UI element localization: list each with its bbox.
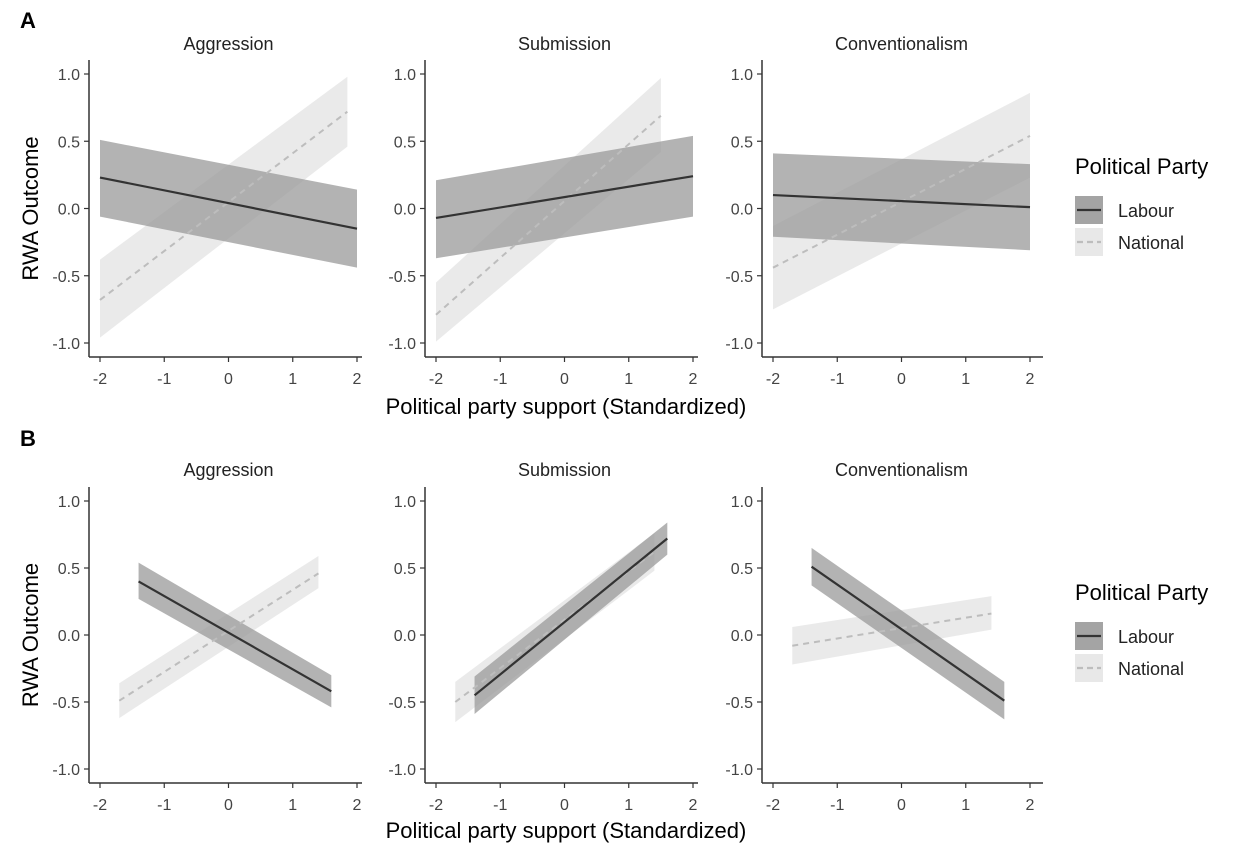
legend-label-labour: Labour <box>1118 201 1174 221</box>
y-tick-label: -1.0 <box>725 336 753 353</box>
facet-title: Submission <box>518 460 611 480</box>
legend-title: Political Party <box>1075 154 1208 179</box>
y-axis-title: RWA Outcome <box>18 136 43 280</box>
facet-title: Aggression <box>183 34 273 54</box>
y-tick-label: -0.5 <box>725 269 753 286</box>
facet-aggression: Aggression 1.0 0.5 0.0 -0.5 -1.0 -2 -1 0 1 2 <box>52 34 362 388</box>
y-tick-label: 0.0 <box>394 202 416 219</box>
y-tick-label: 0.5 <box>394 561 416 578</box>
line-labour <box>138 580 332 693</box>
x-tick-label: 0 <box>560 797 569 814</box>
x-tick-label: 0 <box>224 371 233 388</box>
x-tick-label: 1 <box>961 797 970 814</box>
line-national <box>792 612 992 647</box>
x-tick-label: 2 <box>353 371 362 388</box>
facet-aggression: Aggression 1.0 0.5 0.0 -0.5 -1.0 -2 -1 0 1 2 <box>52 460 362 814</box>
facet-submission: Submission 1.0 0.5 0.0 -0.5 -1.0 -2 -1 0 1 2 <box>388 460 698 814</box>
facet-submission: Submission 1.0 0.5 0.0 -0.5 -1.0 -2 -1 0 1 2 <box>388 34 698 388</box>
y-tick-label: -1.0 <box>725 762 753 779</box>
x-tick-label: 1 <box>288 797 297 814</box>
line-national <box>99 110 348 301</box>
x-tick-label: -2 <box>766 371 780 388</box>
x-tick-label: 1 <box>288 371 297 388</box>
legend-label-national: National <box>1118 659 1184 679</box>
panel-label: B <box>20 426 36 451</box>
y-tick-label: 0.5 <box>58 134 80 151</box>
x-tick-label: -1 <box>157 797 171 814</box>
y-tick-label: -0.5 <box>388 269 416 286</box>
x-tick-label: -2 <box>93 371 107 388</box>
x-tick-label: 1 <box>624 371 633 388</box>
legend-label-national: National <box>1118 233 1184 253</box>
y-tick-label: 0.0 <box>58 202 80 219</box>
line-labour <box>99 176 358 230</box>
x-axis-title: Political party support (Standardized) <box>386 394 747 419</box>
x-tick-label: -2 <box>429 797 443 814</box>
x-tick-label: 1 <box>961 371 970 388</box>
x-tick-label: 0 <box>224 797 233 814</box>
legend-label-labour: Labour <box>1118 627 1174 647</box>
y-tick-label: 1.0 <box>394 494 416 511</box>
line-labour <box>772 193 1031 209</box>
y-tick-label: 0.0 <box>731 628 753 645</box>
x-tick-label: 2 <box>1026 371 1035 388</box>
x-tick-label: -2 <box>93 797 107 814</box>
x-tick-label: 2 <box>1026 797 1035 814</box>
y-tick-label: -0.5 <box>388 695 416 712</box>
line-labour <box>435 175 694 220</box>
y-tick-label: -1.0 <box>52 762 80 779</box>
y-tick-label: 0.5 <box>58 561 80 578</box>
y-tick-label: 0.5 <box>394 134 416 151</box>
y-tick-label: 0.0 <box>58 628 80 645</box>
legend: Political Party Labour National <box>1075 580 1208 682</box>
x-tick-label: -2 <box>766 797 780 814</box>
x-tick-label: -1 <box>493 797 507 814</box>
y-tick-label: 1.0 <box>58 494 80 511</box>
y-tick-label: 0.5 <box>731 134 753 151</box>
y-tick-label: 0.0 <box>731 202 753 219</box>
line-labour <box>810 565 1005 702</box>
y-tick-label: -0.5 <box>52 269 80 286</box>
y-tick-label: 0.5 <box>731 561 753 578</box>
x-tick-label: 2 <box>353 797 362 814</box>
y-tick-label: -0.5 <box>725 695 753 712</box>
x-tick-label: 0 <box>560 371 569 388</box>
y-axis-title: RWA Outcome <box>18 563 43 707</box>
y-tick-label: 1.0 <box>394 67 416 84</box>
legend: Political Party Labour National <box>1075 154 1208 256</box>
x-tick-label: -1 <box>493 371 507 388</box>
panel-label: A <box>20 8 36 33</box>
y-tick-label: -1.0 <box>388 336 416 353</box>
x-tick-label: 2 <box>689 371 698 388</box>
facet-title: Aggression <box>183 460 273 480</box>
x-tick-label: 0 <box>897 371 906 388</box>
x-tick-label: -1 <box>157 371 171 388</box>
x-tick-label: 2 <box>689 797 698 814</box>
facet-title: Submission <box>518 34 611 54</box>
y-tick-label: -1.0 <box>388 762 416 779</box>
facet-conventionalism: Conventionalism 1.0 0.5 0.0 -0.5 -1.0 -2 -1 0 1 2 <box>725 34 1043 388</box>
ci-band-labour <box>138 562 332 708</box>
y-tick-label: 1.0 <box>731 494 753 511</box>
y-tick-label: 0.0 <box>394 628 416 645</box>
facet-conventionalism: Conventionalism 1.0 0.5 0.0 -0.5 -1.0 -2 -1 0 1 2 <box>725 460 1043 814</box>
x-tick-label: -1 <box>830 371 844 388</box>
line-national <box>454 551 656 703</box>
x-axis-title: Political party support (Standardized) <box>386 818 747 843</box>
x-tick-label: 1 <box>624 797 633 814</box>
legend-title: Political Party <box>1075 580 1208 605</box>
facet-title: Conventionalism <box>835 34 968 54</box>
y-tick-label: 1.0 <box>731 67 753 84</box>
y-tick-label: 1.0 <box>58 67 80 84</box>
y-tick-label: -0.5 <box>52 695 80 712</box>
x-tick-label: -1 <box>830 797 844 814</box>
line-labour <box>473 537 668 697</box>
x-tick-label: -2 <box>429 371 443 388</box>
facet-title: Conventionalism <box>835 460 968 480</box>
x-tick-label: 0 <box>897 797 906 814</box>
y-tick-label: -1.0 <box>52 336 80 353</box>
